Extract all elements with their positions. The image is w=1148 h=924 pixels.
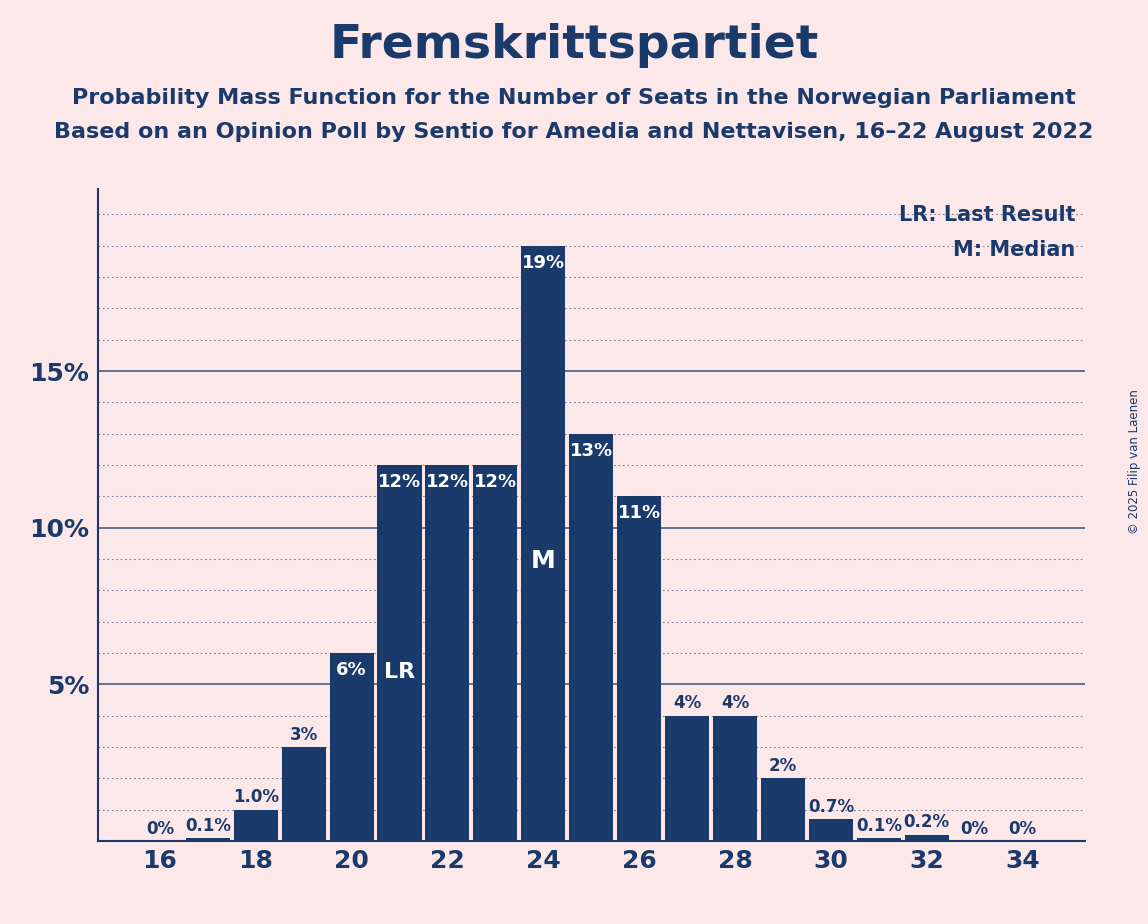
Bar xyxy=(569,433,613,841)
Text: © 2025 Filip van Laenen: © 2025 Filip van Laenen xyxy=(1127,390,1141,534)
Bar xyxy=(234,809,278,841)
Text: 12%: 12% xyxy=(378,473,421,491)
Bar xyxy=(186,838,230,841)
Text: Probability Mass Function for the Number of Seats in the Norwegian Parliament: Probability Mass Function for the Number… xyxy=(72,88,1076,108)
Text: M: M xyxy=(530,549,556,573)
Bar xyxy=(521,246,565,841)
Bar xyxy=(809,819,853,841)
Text: Fremskrittspartiet: Fremskrittspartiet xyxy=(329,23,819,68)
Bar xyxy=(665,715,709,841)
Text: 2%: 2% xyxy=(769,757,797,775)
Text: 11%: 11% xyxy=(618,505,661,522)
Text: 0%: 0% xyxy=(961,820,988,838)
Text: 12%: 12% xyxy=(474,473,517,491)
Bar xyxy=(378,465,421,841)
Bar xyxy=(329,653,373,841)
Text: M: Median: M: Median xyxy=(953,239,1076,260)
Text: 0%: 0% xyxy=(1008,820,1037,838)
Bar xyxy=(473,465,518,841)
Text: 12%: 12% xyxy=(426,473,470,491)
Bar xyxy=(761,778,805,841)
Text: 0.7%: 0.7% xyxy=(808,797,854,816)
Text: 0.1%: 0.1% xyxy=(855,817,902,834)
Text: 0%: 0% xyxy=(146,820,174,838)
Bar xyxy=(856,838,901,841)
Bar xyxy=(713,715,757,841)
Text: LR: LR xyxy=(383,662,416,682)
Bar xyxy=(281,747,326,841)
Text: 19%: 19% xyxy=(521,253,565,272)
Text: 6%: 6% xyxy=(336,661,367,679)
Text: 0.1%: 0.1% xyxy=(185,817,231,834)
Bar xyxy=(426,465,470,841)
Text: 4%: 4% xyxy=(721,695,750,712)
Bar xyxy=(905,834,948,841)
Text: LR: Last Result: LR: Last Result xyxy=(899,205,1076,225)
Text: 4%: 4% xyxy=(673,695,701,712)
Text: 13%: 13% xyxy=(569,442,613,459)
Bar xyxy=(618,496,661,841)
Text: 1.0%: 1.0% xyxy=(233,788,279,807)
Text: 3%: 3% xyxy=(289,725,318,744)
Text: Based on an Opinion Poll by Sentio for Amedia and Nettavisen, 16–22 August 2022: Based on an Opinion Poll by Sentio for A… xyxy=(54,122,1094,142)
Text: 0.2%: 0.2% xyxy=(903,813,949,832)
